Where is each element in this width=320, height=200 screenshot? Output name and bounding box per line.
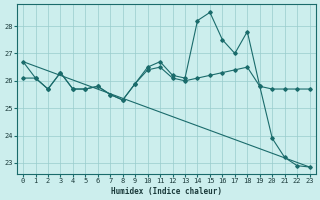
X-axis label: Humidex (Indice chaleur): Humidex (Indice chaleur) [111, 187, 222, 196]
